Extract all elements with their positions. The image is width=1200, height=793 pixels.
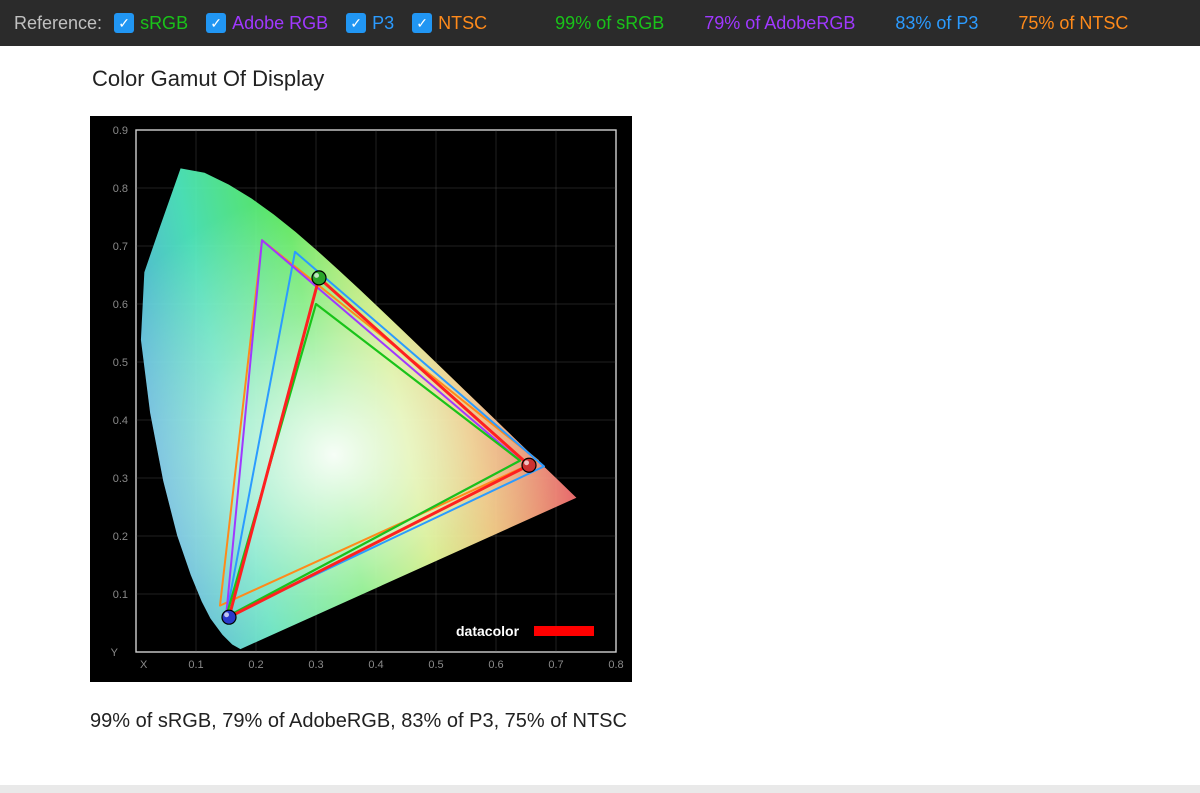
coverage-stat-sRGB: 99% of sRGB [555,13,664,34]
svg-text:0.4: 0.4 [368,659,383,671]
chart-title: Color Gamut Of Display [92,66,1110,92]
content-area: Color Gamut Of Display 0.10.20.30.40.50.… [0,46,1200,763]
svg-text:Y: Y [111,647,119,659]
coverage-summary: 99% of sRGB, 79% of AdobeRGB, 83% of P3,… [90,710,1110,733]
coverage-stats-group: 99% of sRGB 79% of AdobeRGB 83% of P3 75% o… [555,13,1128,34]
svg-text:datacolor: datacolor [456,623,520,639]
coverage-stat-P3: 83% of P3 [895,13,978,34]
svg-text:0.5: 0.5 [428,659,443,671]
svg-text:0.6: 0.6 [113,299,128,311]
svg-text:0.2: 0.2 [248,659,263,671]
check-icon: ✓ [412,13,432,33]
svg-text:0.6: 0.6 [488,659,503,671]
reference-label: Reference: [14,13,102,34]
svg-text:0.8: 0.8 [608,659,623,671]
svg-text:0.1: 0.1 [113,589,128,601]
svg-text:0.2: 0.2 [113,531,128,543]
coverage-stat-AdobeRGB: 79% of AdobeRGB [704,13,855,34]
svg-text:0.9: 0.9 [113,125,128,137]
reference-checkbox-group: ✓ sRGB ✓ Adobe RGB ✓ P3 ✓ NTSC [114,13,495,34]
check-icon: ✓ [114,13,134,33]
svg-text:0.5: 0.5 [113,357,128,369]
reference-checkbox-AdobeRGB[interactable]: ✓ Adobe RGB [206,13,328,34]
reference-checkbox-label: sRGB [140,13,188,34]
reference-checkbox-label: NTSC [438,13,487,34]
svg-text:0.4: 0.4 [113,415,128,427]
svg-text:X: X [140,659,148,671]
svg-text:0.7: 0.7 [548,659,563,671]
svg-text:0.3: 0.3 [113,473,128,485]
reference-checkbox-P3[interactable]: ✓ P3 [346,13,394,34]
check-icon: ✓ [346,13,366,33]
check-icon: ✓ [206,13,226,33]
reference-checkbox-NTSC[interactable]: ✓ NTSC [412,13,487,34]
reference-checkbox-sRGB[interactable]: ✓ sRGB [114,13,188,34]
coverage-stat-NTSC: 75% of NTSC [1018,13,1128,34]
reference-checkbox-label: P3 [372,13,394,34]
svg-text:0.8: 0.8 [113,183,128,195]
svg-text:0.1: 0.1 [188,659,203,671]
reference-checkbox-label: Adobe RGB [232,13,328,34]
footer-divider [0,785,1200,793]
svg-text:0.3: 0.3 [308,659,323,671]
reference-toolbar: Reference: ✓ sRGB ✓ Adobe RGB ✓ P3 ✓ NTSC 99% o… [0,0,1200,46]
svg-text:0.7: 0.7 [113,241,128,253]
cie-chart: 0.1 0.2 0.3 0.4 0.5 0.6 0.7 0.8 0.1 0.2 0.3 0.4 0.5 0… [90,116,632,682]
